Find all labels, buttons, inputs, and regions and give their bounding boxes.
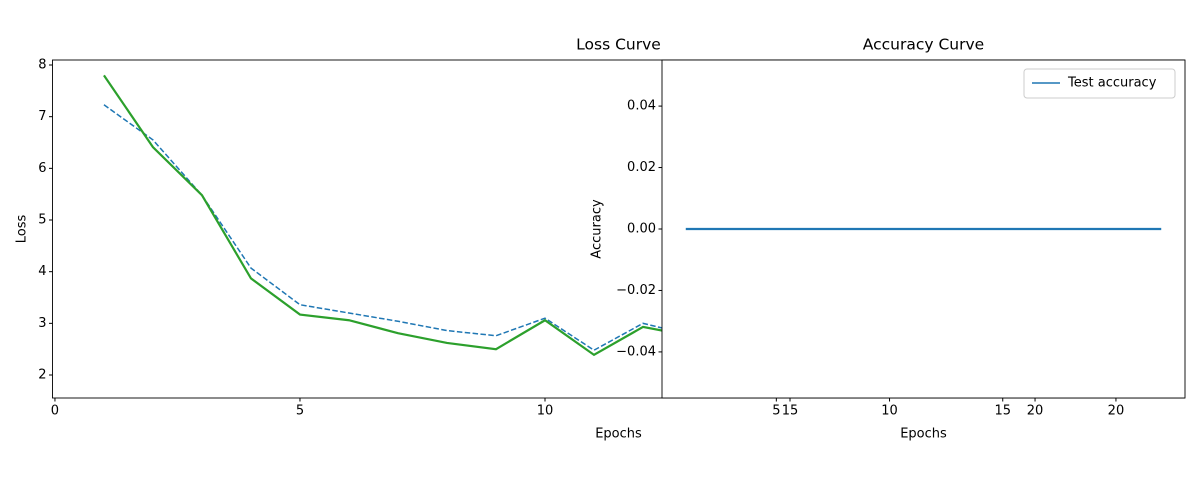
y-axis-label: Accuracy — [590, 199, 605, 259]
x-tick-label: 20 — [1027, 404, 1044, 419]
x-tick-label: 10 — [537, 404, 554, 419]
y-tick-label: 8 — [38, 58, 46, 73]
x-tick-label: 10 — [881, 404, 898, 419]
y-tick-label: 2 — [38, 368, 46, 383]
x-tick-label: 0 — [51, 404, 59, 419]
y-tick-label: 0.04 — [627, 99, 656, 114]
legend-label: Test accuracy — [1067, 76, 1157, 91]
x-tick-label: 15 — [782, 404, 799, 419]
series-line — [103, 104, 693, 352]
axes-title: Accuracy Curve — [863, 36, 984, 54]
axes-title: Loss Curve — [576, 36, 661, 54]
x-tick-label: 5 — [772, 404, 780, 419]
series-line — [103, 74, 693, 357]
y-tick-label: −0.02 — [616, 283, 656, 298]
y-tick-label: 0.00 — [627, 222, 656, 237]
y-tick-label: 3 — [38, 316, 46, 331]
y-tick-label: 0.02 — [627, 160, 656, 175]
axes: 5 10 15 20 −0.04 −0.02 0.00 0.02 0.04 Accuracy Cu… — [590, 36, 1186, 442]
y-axis-label: Loss — [15, 215, 30, 244]
x-tick-label: 20 — [1108, 404, 1125, 419]
x-axis-label: Epochs — [595, 427, 642, 442]
y-tick-label: −0.04 — [616, 344, 656, 359]
y-tick-label: 5 — [38, 213, 46, 228]
legend-box — [1023, 68, 1176, 99]
axes-frame — [661, 59, 1186, 399]
y-tick-label: 6 — [38, 161, 46, 176]
y-tick-label: 7 — [38, 109, 46, 124]
x-tick-label: 5 — [296, 404, 304, 419]
x-tick-label: 15 — [994, 404, 1011, 419]
y-tick-label: 4 — [38, 264, 46, 279]
x-axis-label: Epochs — [900, 427, 947, 442]
